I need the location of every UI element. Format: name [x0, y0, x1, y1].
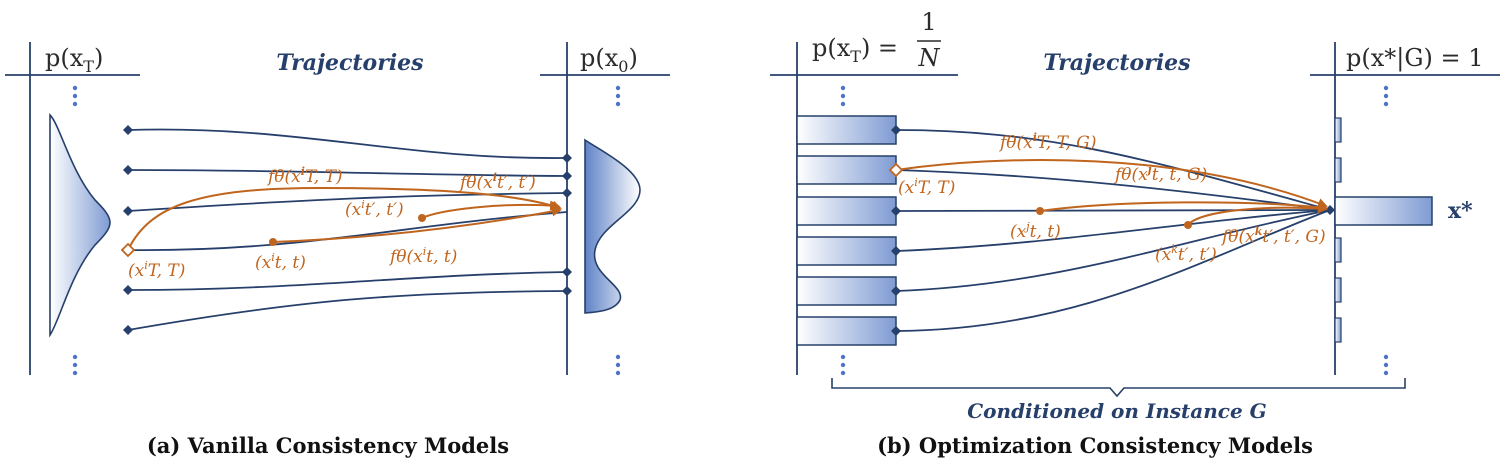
- panel-a-caption: (a) Vanilla Consistency Models: [147, 433, 509, 458]
- panel-b-label-fTG: fθ(xiT, T, G): [998, 131, 1096, 153]
- panel-b-condition-brace: [831, 378, 1406, 398]
- panel-b-label-xT: (xiT, T): [898, 176, 955, 198]
- panel-a-trajectories: [123, 125, 572, 335]
- panel-a-label-ft: fθ(xit, t): [388, 245, 457, 267]
- panel-b: p(xT) = 1 N p(x*|G) = 1 Trajectories: [770, 8, 1500, 458]
- panel-a-right-axis: [540, 42, 670, 375]
- panel-b-right-ticks: [1334, 117, 1342, 343]
- panel-a-ellipsis-dots: [72, 85, 621, 376]
- panel-b-left-dist-label: p(xT) =: [812, 34, 898, 66]
- panel-b-xstar-label: x*: [1448, 198, 1473, 224]
- panel-b-trajectories: [891, 125, 1335, 336]
- panel-b-heading: Trajectories: [1043, 50, 1190, 76]
- panel-a-label-ftp: fθ(xit′, t′): [458, 171, 536, 193]
- panel-b-frac-num: 1: [921, 8, 936, 36]
- panel-b-brace-label: Conditioned on Instance G: [967, 399, 1266, 423]
- panel-a-left-dist-label: p(xT): [45, 44, 103, 76]
- panel-a-label-xt: (xit, t): [255, 251, 306, 273]
- panel-b-optimal-solution-box: [1334, 196, 1433, 226]
- panel-a-heading: Trajectories: [276, 50, 423, 76]
- panel-a-label-fT: fθ(xiT, T): [266, 165, 343, 187]
- panel-b-label-xtp: (xkt′, t′): [1155, 243, 1217, 265]
- panel-a-consistency-arrows: [120, 186, 562, 258]
- panel-b-right-dist-label: p(x*|G) = 1: [1346, 44, 1484, 73]
- panel-b-label-ftpG: fθ(xkt′, t′, G): [1220, 225, 1326, 247]
- panel-b-label-xt: (xjt, t): [1010, 220, 1061, 242]
- panel-a-left-axis: [5, 42, 140, 375]
- panel-a-right-dist-label: p(x0): [580, 44, 638, 76]
- panel-a: p(xT) p(x0) Trajectories: [5, 42, 670, 458]
- panel-b-frac-den: N: [918, 44, 941, 72]
- panel-b-consistency-arrows: [888, 159, 1328, 229]
- panel-a-label-xtp: (xit′, t′): [345, 198, 404, 220]
- panel-b-ellipsis-dots: [840, 85, 1389, 376]
- panel-b-label-ftG: fθ(xjt, t, G): [1113, 163, 1207, 185]
- panel-b-caption: (b) Optimization Consistency Models: [877, 433, 1313, 458]
- panel-b-uniform-boxes: [796, 115, 897, 346]
- panel-a-left-gaussian: [49, 113, 111, 338]
- panel-a-label-xT: (xiT, T): [128, 259, 185, 281]
- panel-a-right-bimodal: [584, 138, 641, 314]
